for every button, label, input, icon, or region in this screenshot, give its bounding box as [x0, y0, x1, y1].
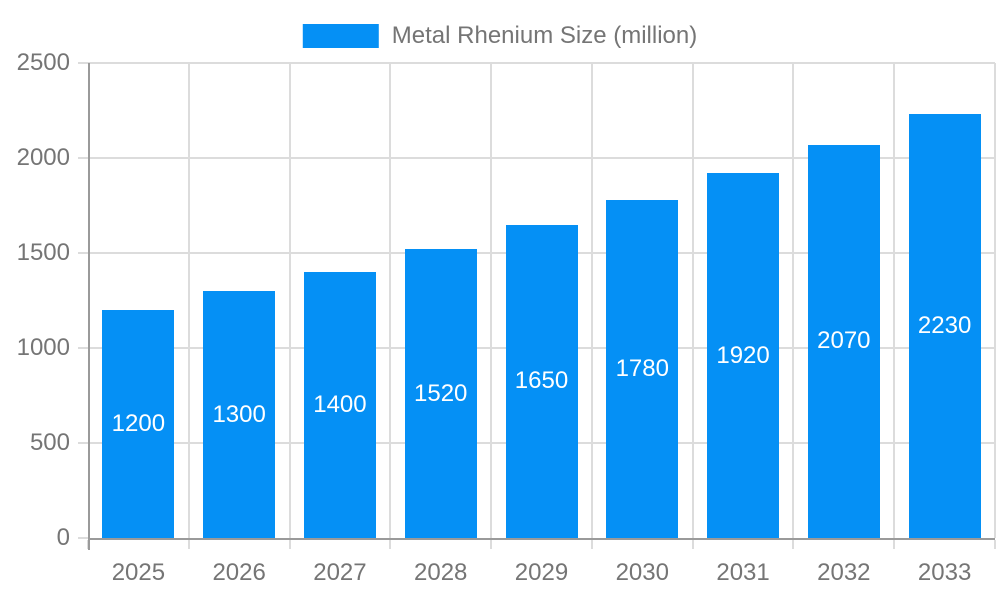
- x-tick: [994, 540, 996, 549]
- bar-2027[interactable]: 1400: [303, 272, 376, 538]
- bar-value-label: 1300: [212, 400, 266, 428]
- bar-value-label: 1920: [716, 341, 770, 369]
- y-axis-tick-label: 1500: [16, 239, 70, 266]
- v-gridline: [389, 63, 392, 538]
- bar-value-label: 1650: [514, 367, 569, 395]
- bar-2026[interactable]: 1300: [203, 291, 276, 538]
- bar-2032[interactable]: 2070: [807, 144, 880, 538]
- bar-2029[interactable]: 1650: [505, 224, 578, 538]
- x-axis-tick-label: 2033: [917, 559, 972, 586]
- x-tick: [792, 540, 795, 549]
- legend-label: Metal Rhenium Size (million): [391, 22, 698, 49]
- bar-2025[interactable]: 1200: [102, 310, 175, 538]
- bar-value-label: 1780: [615, 354, 669, 382]
- y-axis-tick-label: 500: [29, 429, 70, 456]
- x-tick: [590, 540, 593, 549]
- v-gridline: [590, 63, 593, 538]
- y-axis-line: [88, 63, 90, 550]
- bar-value-label: 1400: [313, 391, 367, 418]
- legend-swatch: [302, 24, 379, 48]
- x-tick: [490, 540, 493, 549]
- v-gridline: [288, 63, 291, 538]
- bar-2030[interactable]: 1780: [606, 199, 679, 538]
- v-gridline: [994, 63, 996, 538]
- x-axis-tick-label: 2028: [414, 559, 468, 586]
- x-axis-tick-label: 2025: [111, 559, 166, 586]
- v-gridline: [893, 63, 896, 538]
- x-axis-tick-label: 2026: [212, 559, 266, 586]
- legend[interactable]: Metal Rhenium Size (million): [302, 22, 698, 50]
- bar-value-label: 2230: [917, 312, 972, 340]
- x-axis-tick-label: 2027: [313, 559, 367, 586]
- h-gridline: [78, 157, 995, 159]
- y-axis-tick-label: 1000: [16, 334, 70, 361]
- y-axis-tick-label: 0: [56, 524, 70, 551]
- x-tick: [691, 540, 694, 549]
- x-tick: [187, 540, 190, 549]
- v-gridline: [490, 63, 493, 538]
- x-tick: [893, 540, 896, 549]
- y-tick: [78, 537, 88, 539]
- v-gridline: [691, 63, 694, 538]
- x-axis-tick-label: 2031: [716, 559, 770, 586]
- x-axis-tick-label: 2030: [615, 559, 669, 586]
- x-axis-tick-label: 2032: [817, 559, 871, 586]
- v-gridline: [187, 63, 190, 538]
- y-axis-tick-label: 2000: [16, 144, 70, 171]
- x-axis-tick-label: 2029: [514, 559, 569, 586]
- plot-area: 0 500 1000 1500 2000 2500 1200 2025 1300 2026 1400…: [17, 51, 996, 586]
- v-gridline: [792, 63, 795, 538]
- bar-2028[interactable]: 1520: [404, 249, 477, 538]
- bar-value-label: 2070: [817, 327, 871, 355]
- x-axis-line: [88, 538, 995, 540]
- bar-2031[interactable]: 1920: [707, 173, 780, 538]
- y-axis-tick-label: 2500: [16, 49, 70, 76]
- bar-2033[interactable]: 2230: [908, 114, 981, 538]
- bar-value-label: 1520: [414, 379, 468, 407]
- h-gridline: [78, 62, 995, 64]
- bar-value-label: 1200: [111, 410, 166, 437]
- x-tick: [389, 540, 392, 549]
- x-tick: [288, 540, 291, 549]
